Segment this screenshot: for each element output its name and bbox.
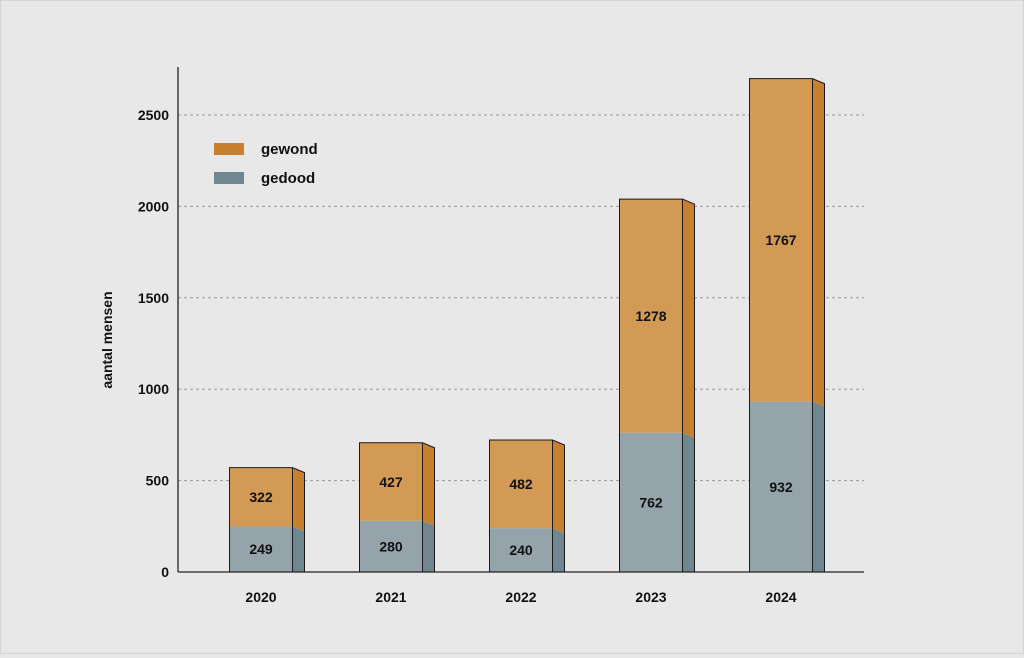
bar-gewond-2024 [749, 78, 813, 402]
bar-gedood-2020 [229, 526, 293, 572]
bar-side-gedood-2022 [552, 528, 565, 572]
legend-swatch-gewond [214, 143, 244, 155]
bar-gewond-2022 [489, 440, 553, 529]
bars [229, 78, 825, 572]
x-tick-label-2022: 2022 [505, 589, 536, 605]
bar-gedood-2021 [359, 520, 423, 572]
bar-outline-2021 [359, 442, 435, 572]
bar-side-gewond-2023 [682, 199, 695, 438]
y-tick-label-2500: 2500 [138, 107, 169, 123]
bar-side-gedood-2024 [812, 401, 825, 572]
y-axis-title: aantal mensen [99, 291, 115, 388]
value-label-gewond-2022: 482 [509, 476, 533, 492]
bar-side-gedood-2020 [292, 526, 305, 572]
bar-side-gewond-2022 [552, 440, 565, 534]
legend: gewond gedood [214, 141, 318, 187]
x-tick-label-2023: 2023 [635, 589, 666, 605]
bar-side-gewond-2021 [422, 442, 435, 526]
x-tick-label-2021: 2021 [375, 589, 406, 605]
bar-gewond-2021 [359, 442, 423, 521]
bar-gedood-2023 [619, 432, 683, 572]
bar-gewond-2020 [229, 467, 293, 527]
value-label-gewond-2020: 322 [249, 489, 273, 505]
value-label-gedood-2021: 280 [379, 538, 403, 554]
bar-outline-2020 [229, 467, 305, 572]
bar-side-gewond-2020 [292, 467, 305, 532]
legend-swatch-gedood [214, 172, 244, 184]
y-tick-label-1000: 1000 [138, 381, 169, 397]
bar-outline-2022 [489, 439, 565, 572]
y-tick-label-2000: 2000 [138, 198, 169, 214]
value-label-gedood-2023: 762 [639, 494, 663, 510]
value-label-gedood-2024: 932 [769, 479, 793, 495]
y-tick-label-500: 500 [146, 473, 170, 489]
tick-labels: 0 500 1000 1500 2000 2500 2020 2021 2022 2023 2024 [138, 107, 797, 605]
bar-gedood-2022 [489, 528, 553, 572]
legend-label-gedood: gedood [261, 170, 315, 187]
bar-side-gedood-2021 [422, 520, 435, 572]
axes [177, 67, 864, 573]
bar-side-gedood-2023 [682, 432, 695, 572]
y-tick-label-1500: 1500 [138, 290, 169, 306]
value-label-gewond-2021: 427 [379, 474, 403, 490]
value-label-gewond-2023: 1278 [635, 308, 666, 324]
legend-label-gewond: gewond [261, 141, 318, 158]
x-tick-label-2024: 2024 [765, 589, 796, 605]
value-label-gewond-2024: 1767 [765, 232, 796, 248]
bar-side-gewond-2024 [812, 78, 825, 407]
data-labels: 249 322 280 427 240 482 762 1278 932 1767 [249, 232, 796, 558]
value-label-gedood-2020: 249 [249, 541, 273, 557]
value-label-gedood-2022: 240 [509, 542, 533, 558]
x-tick-label-2020: 2020 [245, 589, 276, 605]
bar-gedood-2024 [749, 401, 813, 572]
y-tick-label-0: 0 [161, 564, 169, 580]
bar-gewond-2023 [619, 199, 683, 433]
